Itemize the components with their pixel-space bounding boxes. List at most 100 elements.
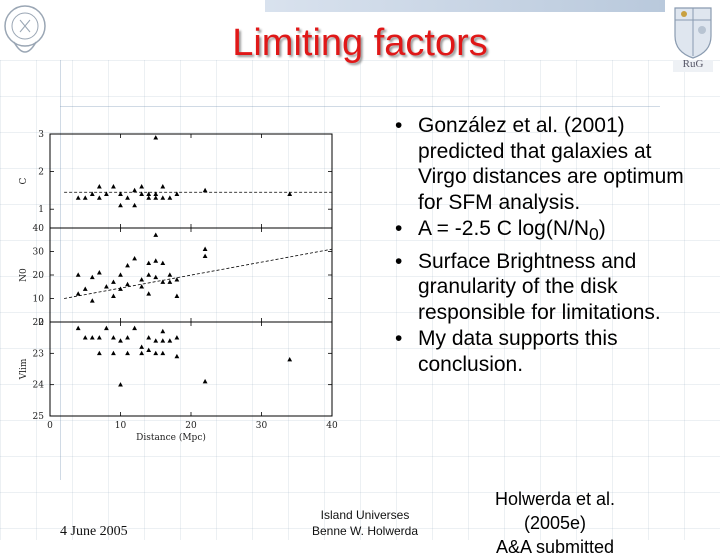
data-point — [96, 350, 102, 356]
data-point — [160, 338, 166, 343]
y-tick-label: 40 — [33, 224, 45, 234]
data-point — [153, 338, 159, 343]
data-point — [89, 335, 95, 340]
data-point — [287, 191, 293, 196]
top-accent-bar — [265, 0, 665, 12]
data-point — [75, 325, 81, 331]
data-point — [82, 335, 88, 340]
data-point — [287, 357, 293, 362]
data-point — [111, 350, 116, 356]
y-tick-label: 2 — [38, 168, 44, 178]
y-tick-label: 30 — [33, 248, 45, 258]
data-point — [146, 291, 152, 296]
footer-date: 4 June 2005 — [60, 524, 128, 539]
data-point — [118, 382, 123, 387]
data-point — [96, 184, 102, 189]
bullet-item: González et al. (2001) predicted that ga… — [390, 113, 690, 215]
data-point — [160, 184, 166, 189]
data-point — [104, 325, 109, 331]
slide-title: Limiting factors — [232, 22, 488, 64]
data-point — [132, 202, 137, 208]
data-point — [146, 191, 152, 196]
data-point — [89, 298, 95, 303]
university-logo-label: RuG — [682, 58, 704, 70]
bullet-list: González et al. (2001) predicted that ga… — [390, 113, 690, 378]
data-point — [132, 187, 137, 193]
institute-logo-icon — [4, 5, 46, 53]
data-point — [82, 286, 88, 291]
x-axis-label: Distance (Mpc) — [136, 432, 206, 443]
data-point — [167, 195, 173, 200]
x-tick-label: 0 — [47, 421, 53, 431]
data-point — [96, 270, 102, 275]
data-point — [111, 184, 116, 189]
footer-citation: Holwerda et al. (2005e) A&A submitted — [465, 487, 645, 559]
data-point — [160, 260, 166, 266]
bullet-item-formula: A = -2.5 C log(N/N0) — [390, 216, 690, 248]
data-point — [118, 191, 123, 196]
data-point — [132, 325, 137, 331]
data-point — [125, 281, 130, 287]
data-point — [82, 195, 88, 200]
data-point — [174, 293, 180, 298]
data-point — [75, 272, 81, 277]
data-point — [111, 293, 116, 298]
citation-line: Holwerda et al. (2005e) — [494, 489, 616, 533]
data-point — [153, 232, 159, 237]
data-point — [118, 202, 123, 208]
trend-line — [64, 248, 333, 299]
data-point — [75, 195, 81, 200]
data-point — [118, 286, 123, 291]
data-point — [89, 191, 95, 196]
data-point — [153, 274, 159, 280]
formula-subscript: 0 — [588, 224, 599, 245]
data-point — [153, 350, 159, 356]
data-point — [96, 335, 102, 340]
data-point — [153, 195, 159, 200]
bullet-item: Surface Brightness and granularity of th… — [390, 249, 690, 326]
y-tick-label: 23 — [33, 349, 45, 359]
data-point — [89, 274, 95, 280]
data-point — [153, 135, 159, 140]
frame-line-vertical — [60, 60, 61, 480]
data-point — [118, 272, 123, 277]
data-point — [104, 191, 109, 196]
y-tick-label: 20 — [33, 271, 45, 281]
data-point — [202, 378, 208, 384]
data-point — [125, 195, 130, 200]
data-point — [160, 279, 166, 284]
data-point — [139, 344, 145, 349]
x-tick-label: 20 — [185, 421, 197, 431]
data-point — [139, 191, 145, 196]
data-point — [167, 279, 173, 284]
data-point — [125, 350, 130, 356]
bullet-item: My data supports this conclusion. — [390, 326, 690, 377]
data-point — [146, 260, 152, 266]
data-point — [75, 291, 81, 296]
data-point — [160, 195, 166, 200]
data-point — [132, 255, 137, 261]
frame-line-horizontal — [60, 106, 660, 107]
data-point — [125, 335, 130, 340]
data-point — [104, 284, 109, 289]
y-axis-label: C — [19, 177, 29, 184]
data-point — [125, 263, 130, 268]
data-point — [111, 279, 116, 284]
formula-text: A = -2.5 C log(N/N — [418, 217, 589, 240]
citation-status: A&A submitted — [495, 537, 615, 557]
y-tick-label: 0 — [38, 318, 44, 328]
data-point — [118, 338, 123, 343]
data-point — [146, 347, 152, 352]
y-axis-label: Vlim — [19, 358, 29, 380]
data-point — [153, 258, 159, 263]
data-point — [160, 350, 166, 356]
data-point — [139, 284, 145, 289]
y-tick-label: 10 — [33, 295, 45, 305]
data-point — [174, 277, 180, 282]
y-tick-label: 22 — [33, 318, 44, 328]
x-tick-label: 10 — [115, 421, 127, 431]
data-point — [174, 335, 180, 340]
data-point — [146, 195, 152, 200]
footer-event: Island Universes Benne W. Holwerda — [290, 507, 440, 539]
